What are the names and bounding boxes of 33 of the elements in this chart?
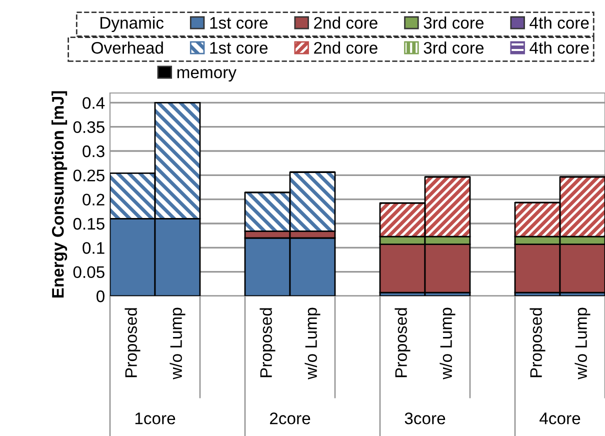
y-tick-label: 0.05 — [73, 266, 104, 278]
legend-label: 1st core — [210, 42, 268, 54]
y-tick-label: 0.4 — [82, 97, 105, 109]
text: 2core — [270, 412, 310, 424]
legend-label: memory — [177, 69, 236, 82]
y-tick-label: 0.25 — [73, 170, 104, 182]
x-tick-label: w/o Lump — [304, 308, 320, 380]
x-tick-label: Proposed — [394, 308, 410, 378]
legend-label: 3rd core — [424, 42, 484, 54]
y-tick-label: 0.2 — [82, 194, 104, 206]
legend-label: 2nd core — [314, 42, 378, 54]
text: Dynamic — [100, 16, 164, 32]
legend-label: 4th core — [530, 16, 589, 29]
x-tick-label: Proposed — [124, 308, 140, 378]
legend-label: 1st core — [210, 17, 268, 29]
text: Overhead — [92, 42, 163, 54]
legend-label: 4th core — [530, 42, 589, 54]
text: 3core — [404, 412, 446, 424]
y-tick-label: 0.3 — [82, 145, 104, 158]
y-tick-label: 0.15 — [73, 218, 104, 230]
text: 4core — [540, 412, 580, 424]
y-tick-label: 0.35 — [73, 121, 104, 134]
x-tick-label: w/o Lump — [574, 308, 590, 380]
x-tick-label: Proposed — [530, 308, 546, 378]
legend-label: 3rd core — [424, 16, 484, 29]
y-tick-label: 0 — [96, 290, 104, 302]
legend-label: 2nd core — [314, 16, 378, 29]
text: 1core — [135, 412, 176, 424]
x-tick-label: Proposed — [260, 308, 276, 378]
y-tick-label: 0.1 — [82, 242, 104, 254]
x-tick-label: w/o Lump — [170, 308, 186, 380]
x-tick-label: w/o Lump — [440, 308, 456, 380]
y-axis-title: Energy Consumption [mJ] — [52, 91, 68, 298]
